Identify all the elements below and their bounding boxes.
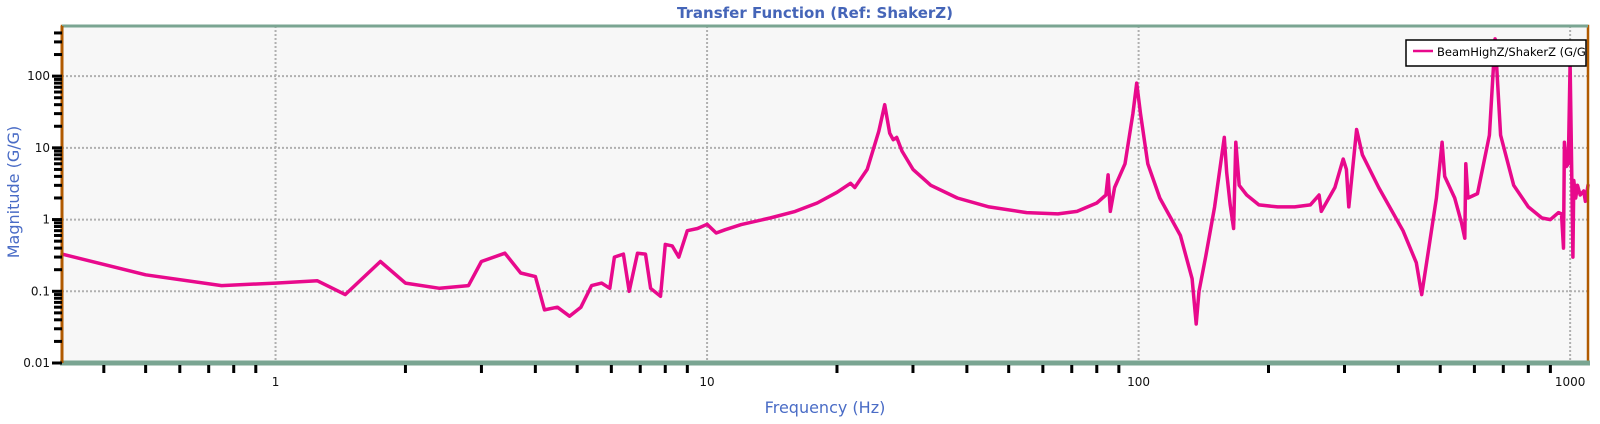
x-tick-label: 10 xyxy=(699,375,714,389)
x-tick-label: 100 xyxy=(1127,375,1150,389)
x-axis-title: Frequency (Hz) xyxy=(765,398,886,417)
axis-ticks xyxy=(52,31,1552,373)
legend-entry-label: BeamHighZ/ShakerZ (G/G xyxy=(1437,45,1586,59)
y-tick-labels: 0.01 0.1 1 10 100 xyxy=(23,69,50,370)
legend: BeamHighZ/ShakerZ (G/G xyxy=(1405,39,1587,67)
y-axis-title: Magnitude (G/G) xyxy=(4,126,23,259)
x-tick-label: 1000 xyxy=(1555,375,1586,389)
y-tick-label: 0.1 xyxy=(31,284,50,298)
x-tick-label: 1 xyxy=(272,375,280,389)
y-tick-label: 0.01 xyxy=(23,356,50,370)
y-tick-label: 10 xyxy=(35,141,50,155)
chart-title: Transfer Function (Ref: ShakerZ) xyxy=(677,4,953,22)
y-tick-label: 1 xyxy=(42,213,50,227)
legend-box xyxy=(1405,39,1587,67)
series-line xyxy=(60,37,1590,326)
plot-area xyxy=(62,26,1588,363)
y-tick-label: 100 xyxy=(27,69,50,83)
x-tick-labels: 1 10 100 1000 xyxy=(272,375,1586,389)
plot-frame xyxy=(60,24,1590,366)
series-layer xyxy=(60,37,1590,326)
